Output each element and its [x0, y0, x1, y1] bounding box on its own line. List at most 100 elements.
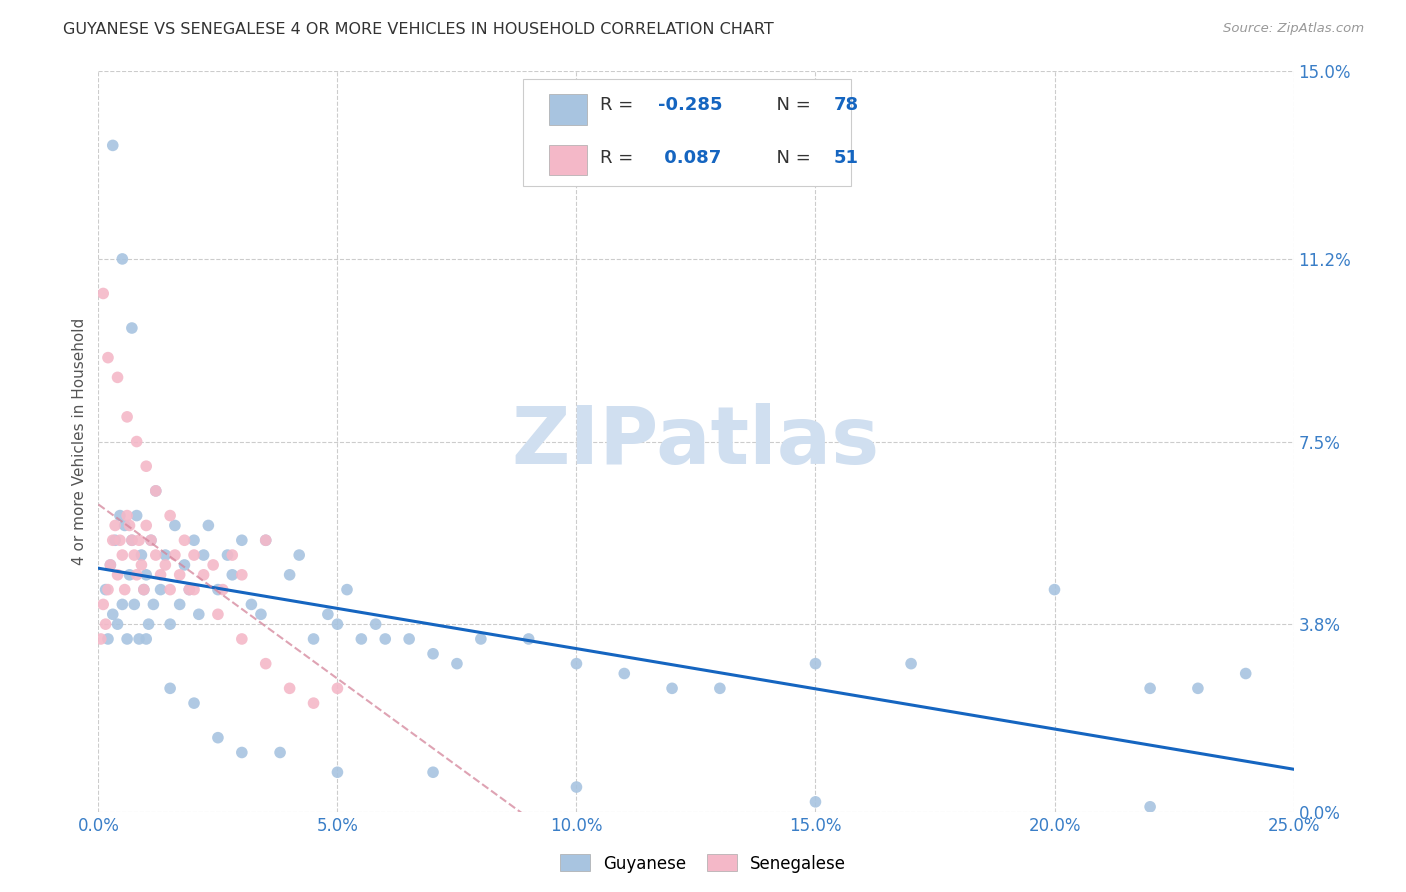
Point — [193, 567, 215, 582]
Point — [118, 518, 141, 533]
Text: GUYANESE VS SENEGALESE 4 OR MORE VEHICLES IN HOUSEHOLD CORRELATION CHART: GUYANESE VS SENEGALESE 4 OR MORE VEHICLE… — [63, 22, 775, 37]
Text: N =: N = — [765, 149, 817, 167]
Point — [278, 567, 301, 582]
Point — [145, 483, 167, 498]
Point — [108, 508, 131, 523]
Point — [326, 765, 349, 780]
Point — [107, 617, 129, 632]
Point — [104, 518, 127, 533]
Point — [91, 598, 114, 612]
Point — [278, 681, 301, 696]
Point — [101, 533, 124, 548]
Point — [139, 533, 162, 548]
Point — [108, 533, 131, 548]
Point — [422, 765, 444, 780]
Point — [149, 567, 172, 582]
Point — [107, 370, 129, 384]
Text: R =: R = — [600, 95, 640, 113]
Point — [125, 567, 148, 582]
Point — [159, 508, 181, 523]
Point — [364, 617, 387, 632]
Point — [94, 582, 117, 597]
Point — [231, 533, 253, 548]
Point — [288, 548, 311, 562]
Point — [132, 582, 155, 597]
Point — [565, 780, 588, 794]
Point — [422, 647, 444, 661]
Point — [155, 548, 177, 562]
Point — [231, 632, 253, 646]
Point — [118, 567, 141, 582]
Text: N =: N = — [765, 95, 817, 113]
Point — [90, 632, 112, 646]
Point — [115, 632, 138, 646]
Legend: Guyanese, Senegalese: Guyanese, Senegalese — [554, 847, 852, 880]
Point — [159, 681, 181, 696]
Point — [1234, 666, 1257, 681]
Point — [91, 286, 114, 301]
Point — [374, 632, 396, 646]
Point — [135, 459, 157, 474]
Point — [250, 607, 273, 622]
Point — [169, 598, 191, 612]
Point — [128, 533, 150, 548]
Point — [101, 138, 124, 153]
Point — [98, 558, 122, 572]
Point — [179, 582, 201, 597]
Point — [131, 558, 153, 572]
Point — [163, 548, 186, 562]
Point — [97, 582, 120, 597]
Point — [135, 632, 157, 646]
Point — [254, 533, 277, 548]
Point — [193, 548, 215, 562]
Point — [114, 518, 136, 533]
Point — [202, 558, 225, 572]
Point — [221, 548, 243, 562]
Point — [98, 558, 122, 572]
Point — [107, 567, 129, 582]
Point — [135, 518, 157, 533]
Point — [131, 548, 153, 562]
Point — [125, 508, 148, 523]
Point — [94, 617, 117, 632]
Point — [1139, 799, 1161, 814]
Point — [124, 548, 146, 562]
Point — [1043, 582, 1066, 597]
Point — [139, 533, 162, 548]
Point — [183, 548, 205, 562]
Y-axis label: 4 or more Vehicles in Household: 4 or more Vehicles in Household — [72, 318, 87, 566]
Point — [1187, 681, 1209, 696]
Point — [240, 598, 263, 612]
Point — [138, 617, 160, 632]
Point — [104, 533, 127, 548]
Point — [470, 632, 492, 646]
Text: 51: 51 — [834, 149, 859, 167]
Point — [326, 681, 349, 696]
Point — [173, 558, 195, 572]
Point — [187, 607, 209, 622]
Point — [221, 567, 243, 582]
Point — [336, 582, 359, 597]
Point — [565, 657, 588, 671]
Point — [302, 632, 325, 646]
Point — [804, 657, 827, 671]
Point — [124, 598, 146, 612]
Point — [121, 533, 143, 548]
Point — [173, 533, 195, 548]
Point — [207, 607, 229, 622]
Point — [900, 657, 922, 671]
FancyBboxPatch shape — [523, 78, 852, 186]
Point — [155, 558, 177, 572]
Point — [183, 533, 205, 548]
Point — [398, 632, 420, 646]
Point — [121, 321, 143, 335]
Point — [350, 632, 373, 646]
Text: R =: R = — [600, 149, 640, 167]
Point — [145, 483, 167, 498]
Point — [709, 681, 731, 696]
Point — [207, 582, 229, 597]
Point — [101, 607, 124, 622]
Text: 0.087: 0.087 — [658, 149, 721, 167]
Text: 78: 78 — [834, 95, 859, 113]
Point — [211, 582, 233, 597]
